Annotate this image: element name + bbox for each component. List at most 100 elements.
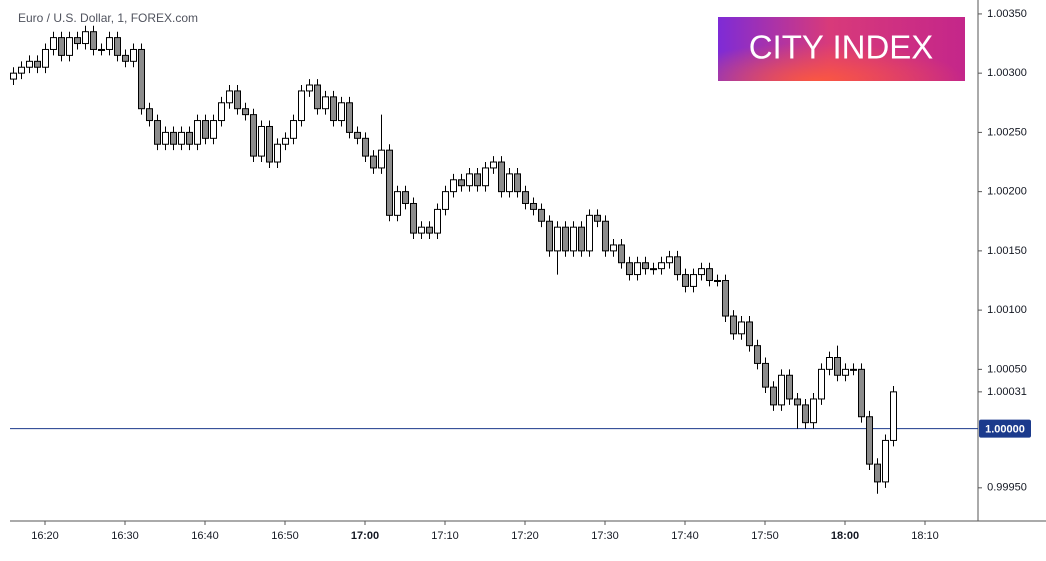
candle-body [786,374,793,400]
candle-body [362,137,369,157]
x-tick-label: 16:20 [31,530,59,542]
candle-body [74,37,81,45]
candle-body [322,96,329,110]
x-tick-label: 17:20 [511,530,539,542]
candle-body [154,120,161,145]
candle-body [186,131,193,145]
candle-body [10,72,17,80]
candle-body [170,131,177,145]
candle-body [738,321,745,335]
candle-body [490,161,497,169]
candle-body [386,149,393,216]
candle-body [146,108,153,122]
candle-body [330,96,337,122]
candle-body [538,208,545,222]
candle-body [426,226,433,234]
reference-label-box [979,419,1031,438]
candle-body [66,37,73,56]
candle-body [570,226,577,252]
candle-body [34,60,41,68]
candle-body [666,256,673,264]
candle-body [250,114,257,157]
candle-body [682,274,689,287]
candle-body [474,173,481,187]
x-tick-label: 18:10 [911,530,939,542]
candle-body [818,368,825,400]
candle-body [162,131,169,145]
candle-body [114,37,121,56]
y-tick-label: 1.00050 [987,363,1027,375]
x-tick-label: 16:30 [111,530,139,542]
chart-title: Euro / U.S. Dollar, 1, FOREX.com [18,11,198,25]
candle-body [754,345,761,364]
candle-body [354,131,361,139]
candle-body [530,202,537,210]
candle-body [338,102,345,122]
candle-body [762,362,769,388]
candle-body [722,279,729,317]
candle-body [866,416,873,465]
candle-body [106,37,113,50]
y-tick-label: 1.00100 [987,304,1027,316]
candle-body [562,226,569,252]
x-tick-label: 17:30 [591,530,619,542]
candle-body [194,120,201,145]
candle-body [882,439,889,483]
candle-body [770,386,777,406]
candle-body [746,321,753,347]
candle-body [578,226,585,252]
candle-body [346,102,353,133]
candle-body [122,54,129,62]
candle-body [226,90,233,104]
x-tick-label: 17:50 [751,530,779,542]
candle-body [834,357,841,376]
candle-body [402,191,409,204]
candle-body [242,108,249,116]
candle-body [482,167,489,187]
x-tick-label: 17:00 [351,530,379,542]
candle-body [82,31,89,45]
candle-body [730,315,737,335]
candle-body [234,90,241,110]
candle-body [618,244,625,264]
logo-text: CITY INDEX [749,29,934,66]
x-tick-label: 16:50 [271,530,299,542]
candle-body [210,120,217,139]
candles [10,25,897,494]
y-tick-label: 0.99950 [987,482,1027,494]
candle-body [706,268,713,281]
candle-body [282,137,289,145]
candle-body [298,90,305,122]
candle-body [674,256,681,276]
candle-body [850,368,857,371]
candle-body [602,220,609,252]
candle-body [626,262,633,276]
y-tick-label: 1.00150 [987,245,1027,257]
candle-body [458,179,465,187]
x-tick-label: 17:40 [671,530,699,542]
candle-body [274,143,281,163]
candle-body [410,202,417,234]
candle-body [594,214,601,222]
candle-body [306,84,313,92]
x-tick-label: 16:40 [191,530,219,542]
reference-label: 1.00000 [985,423,1025,435]
candle-body [802,404,809,424]
candle-body [26,60,33,68]
candle-body [690,274,697,287]
candle-body [98,48,105,51]
candle-body [890,391,897,441]
logo: CITY INDEX [718,17,965,81]
candle-body [498,161,505,193]
candle-body [202,120,209,139]
candle-body [442,191,449,210]
candle-body [586,214,593,252]
candle-body [450,179,457,193]
candle-body [418,226,425,234]
candle-body [290,120,297,139]
candle-body [874,463,881,483]
candle-body [466,173,473,187]
candle-body [138,48,145,110]
